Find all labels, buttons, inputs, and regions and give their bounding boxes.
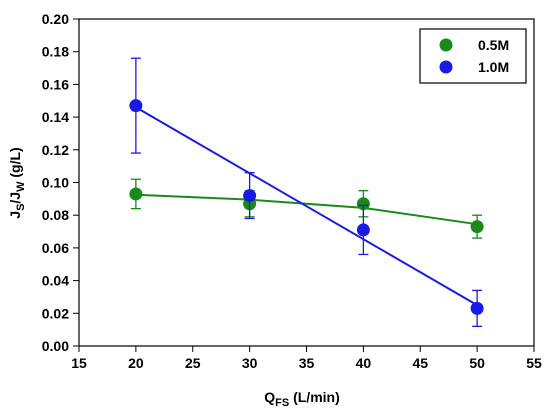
legend-marker	[439, 60, 453, 74]
y-axis-label: JS/JW (g/L)	[7, 147, 27, 218]
y-tick-label: 0.08	[42, 207, 69, 223]
y-tick-label: 0.00	[42, 338, 69, 354]
legend-label: 0.5M	[478, 37, 509, 53]
x-tick-label: 55	[526, 355, 542, 371]
x-tick-label: 25	[185, 355, 201, 371]
series-1-point	[470, 301, 484, 315]
y-tick-label: 0.16	[42, 76, 69, 92]
x-axis-label: QFS (L/min)	[264, 389, 340, 409]
series-1-fit-line	[135, 106, 478, 306]
x-tick-label: 40	[356, 355, 372, 371]
x-tick-label: 50	[469, 355, 485, 371]
legend-label: 1.0M	[478, 59, 509, 75]
y-tick-label: 0.14	[42, 109, 69, 125]
series-1-point	[356, 223, 370, 237]
x-tick-label: 30	[242, 355, 258, 371]
y-tick-label: 0.12	[42, 142, 69, 158]
x-tick-label: 45	[412, 355, 428, 371]
y-tick-label: 0.10	[42, 175, 69, 191]
plot-area: 15 20 25 30 35 40 45 50 55 0.00 0.02 0.04 0.06 0.08 0.…	[42, 11, 542, 371]
series-1-point	[129, 99, 143, 113]
x-tick-label: 20	[128, 355, 144, 371]
series-0-point	[470, 220, 484, 234]
y-tick-label: 0.18	[42, 44, 69, 60]
series-0-point	[129, 187, 143, 201]
legend-marker	[439, 38, 453, 52]
y-tick-label: 0.06	[42, 240, 69, 256]
y-tick-label: 0.20	[42, 11, 69, 27]
y-tick-label: 0.02	[42, 305, 69, 321]
x-tick-label: 35	[299, 355, 315, 371]
series-0-point	[356, 197, 370, 211]
legend-box	[419, 28, 527, 84]
series-0-fit-line	[135, 193, 478, 226]
x-tick-label: 15	[71, 355, 87, 371]
y-tick-label: 0.04	[42, 273, 69, 289]
series-1-point	[243, 189, 257, 203]
